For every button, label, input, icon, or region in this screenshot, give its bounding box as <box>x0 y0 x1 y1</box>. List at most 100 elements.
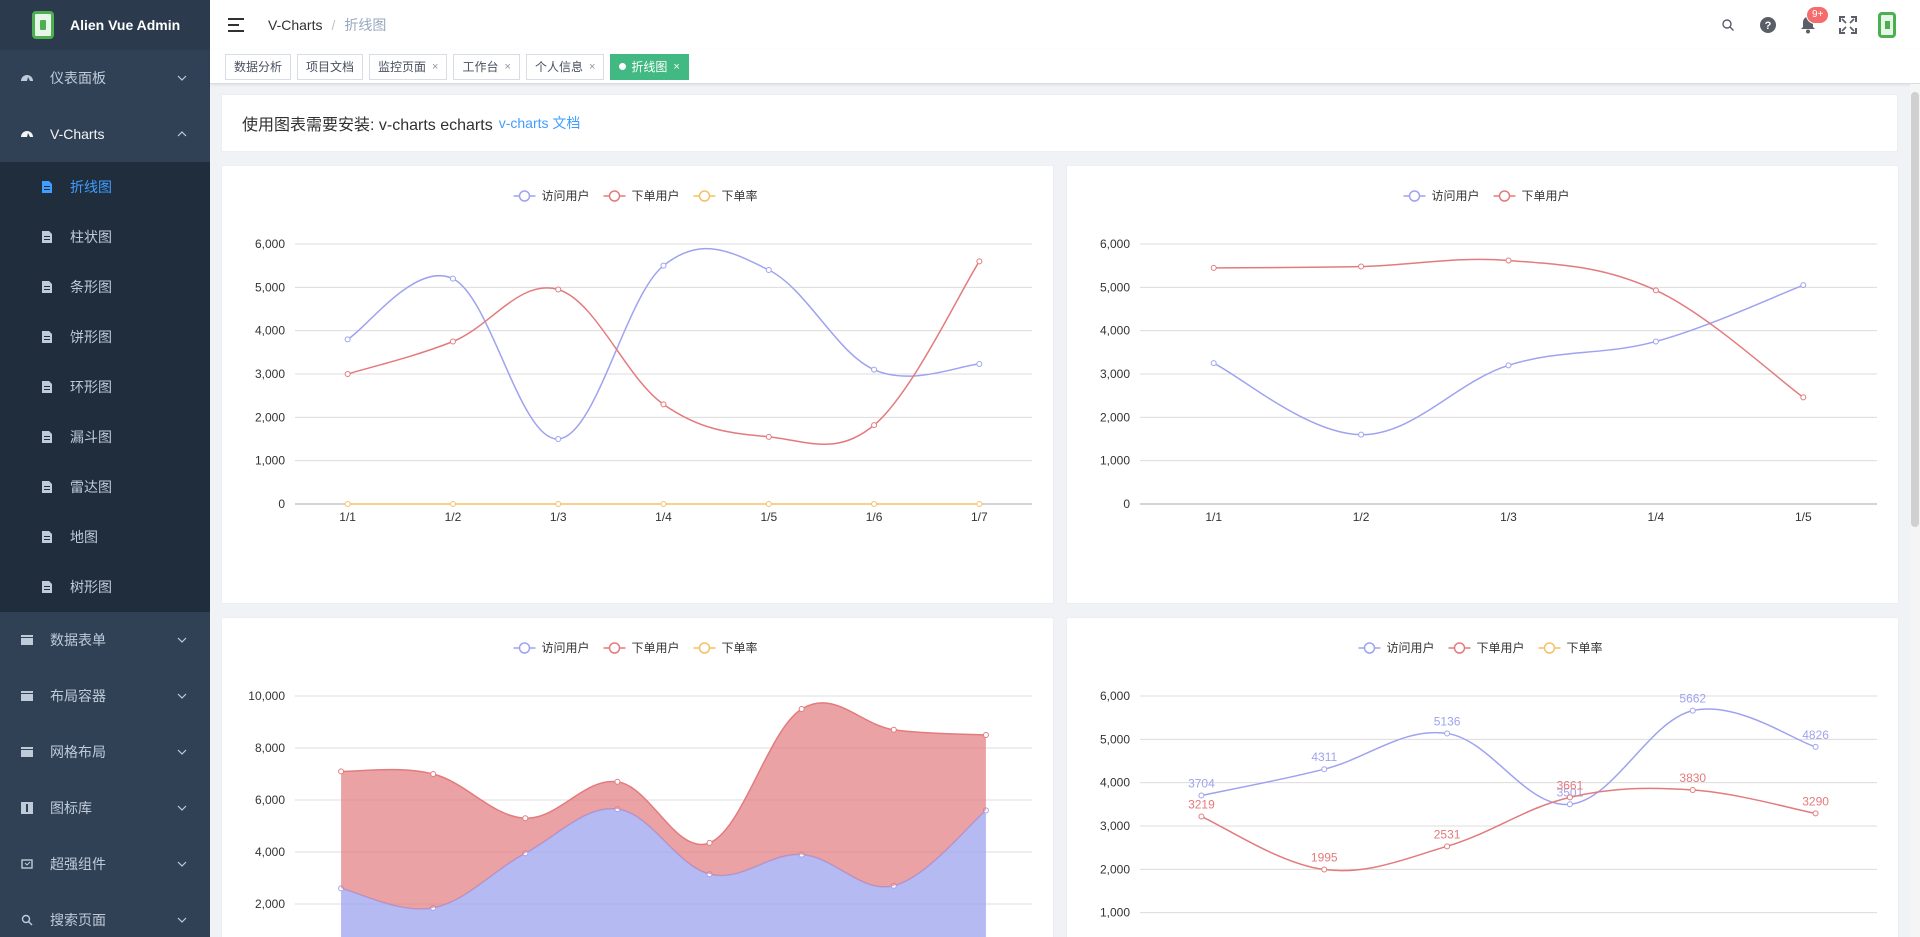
close-icon[interactable]: × <box>504 60 511 73</box>
y-tick-label: 5,000 <box>1100 280 1130 294</box>
sidebar-item-label: 树形图 <box>70 579 112 595</box>
sidebar-item-radar-chart[interactable]: 雷达图 <box>0 462 210 512</box>
data-point <box>1505 257 1512 264</box>
data-point <box>1321 866 1328 873</box>
sidebar-item-map[interactable]: 地图 <box>0 512 210 562</box>
menu-item-icon-library[interactable]: 图标库 <box>0 780 210 836</box>
chevron-down-icon <box>177 637 187 643</box>
data-point <box>1800 282 1807 289</box>
tag-item[interactable]: 数据分析 <box>225 53 292 80</box>
sidebar-item-line-chart[interactable]: 折线图 <box>0 162 210 212</box>
hamburger-icon[interactable] <box>228 17 244 33</box>
data-point <box>1652 338 1659 345</box>
tag-item-active[interactable]: 折线图 × <box>610 53 689 80</box>
data-point <box>522 815 529 822</box>
document-icon <box>40 480 54 494</box>
menu-item-data-form[interactable]: 数据表单 <box>0 612 210 668</box>
chevron-down-icon <box>177 805 187 811</box>
legend-marker-dot <box>608 190 621 202</box>
data-point <box>1566 801 1573 808</box>
help-icon[interactable]: ? <box>1758 15 1778 35</box>
header-actions: ? 9+ <box>1718 0 1896 50</box>
data-label: 3219 <box>1188 798 1215 812</box>
menu-item-vcharts[interactable]: V-Charts <box>0 106 210 162</box>
fullscreen-icon[interactable] <box>1838 15 1858 35</box>
menu-item-super-components[interactable]: 超强组件 <box>0 836 210 892</box>
menu-item-search-page[interactable]: 搜索页面 <box>0 892 210 937</box>
tag-item[interactable]: 监控页面 × <box>369 53 448 80</box>
data-point <box>765 267 772 273</box>
sidebar: Alien Vue Admin 仪表面板 V-Charts 折线图 柱状图 条形… <box>0 0 210 937</box>
bell-icon[interactable]: 9+ <box>1798 6 1830 35</box>
data-point <box>871 422 878 429</box>
chevron-down-icon <box>177 749 187 755</box>
logo[interactable]: Alien Vue Admin <box>0 0 210 50</box>
avatar[interactable] <box>1878 12 1896 38</box>
data-point <box>555 500 562 507</box>
legend-label: 下单用户 <box>1477 640 1525 655</box>
data-label: 2531 <box>1434 827 1461 841</box>
y-tick-label: 6,000 <box>255 793 285 807</box>
tag-item[interactable]: 工作台 × <box>453 53 520 80</box>
area-fill <box>341 808 986 937</box>
page-scrollbar[interactable] <box>1910 84 1920 937</box>
sidebar-item-ring-chart[interactable]: 环形图 <box>0 362 210 412</box>
y-tick-label: 3,000 <box>1100 819 1130 833</box>
series-line <box>341 702 986 846</box>
scrollbar-thumb[interactable] <box>1911 92 1919 527</box>
chevron-up-icon <box>177 131 187 137</box>
close-icon[interactable]: × <box>432 60 439 73</box>
data-point <box>1444 843 1451 850</box>
sidebar-item-pie-chart[interactable]: 饼形图 <box>0 312 210 362</box>
close-icon[interactable]: × <box>673 60 680 73</box>
y-tick-label: 5,000 <box>1100 732 1130 746</box>
data-point <box>344 336 351 343</box>
data-point <box>555 436 562 442</box>
sidebar-item-tree-chart[interactable]: 树形图 <box>0 562 210 612</box>
legend-label: 访问用户 <box>542 188 590 203</box>
menu-item-grid-layout[interactable]: 网格布局 <box>0 724 210 780</box>
y-tick-label: 0 <box>278 497 285 511</box>
tag-item[interactable]: 项目文档 <box>297 53 364 80</box>
x-tick-label: 1/5 <box>760 510 777 524</box>
series-line <box>1201 787 1816 872</box>
legend-label: 下单用户 <box>632 640 680 655</box>
folder-icon <box>20 689 34 703</box>
close-icon[interactable]: × <box>588 60 596 73</box>
breadcrumb-item[interactable]: V-Charts <box>268 17 323 33</box>
data-point <box>1198 813 1205 820</box>
y-tick-label: 1,000 <box>1100 906 1130 920</box>
legend-marker-dot <box>1408 190 1421 202</box>
sidebar-item-bar-chart[interactable]: 柱状图 <box>0 212 210 262</box>
legend-label: 下单率 <box>1567 640 1603 655</box>
x-tick-label: 1/4 <box>655 510 672 524</box>
tag-item[interactable]: 个人信息 × <box>525 53 605 80</box>
chevron-down-icon <box>177 693 187 699</box>
folder-icon <box>20 633 34 647</box>
data-point <box>614 778 621 785</box>
menu-item-dashboard[interactable]: 仪表面板 <box>0 50 210 106</box>
data-label: 3704 <box>1188 776 1215 790</box>
y-tick-label: 8,000 <box>255 741 285 755</box>
chevron-down-icon <box>177 75 187 81</box>
docs-link[interactable]: v-charts 文档 <box>498 115 581 131</box>
data-point <box>1505 362 1512 369</box>
data-point <box>871 366 878 373</box>
sidebar-item-funnel-chart[interactable]: 漏斗图 <box>0 412 210 462</box>
dashboard-icon <box>20 71 34 85</box>
x-tick-label: 1/2 <box>1353 510 1370 524</box>
sidebar-item-histogram[interactable]: 条形图 <box>0 262 210 312</box>
data-label: 5136 <box>1434 714 1461 728</box>
data-point <box>1800 394 1807 401</box>
search-icon[interactable] <box>1718 15 1738 35</box>
tag-label: 工作台 <box>462 60 499 74</box>
x-tick-label: 1/5 <box>1795 510 1812 524</box>
series-line <box>1213 284 1804 436</box>
data-point <box>765 500 772 507</box>
legend-label: 访问用户 <box>1387 640 1435 655</box>
menu-item-layout-container[interactable]: 布局容器 <box>0 668 210 724</box>
navbar: V-Charts / 折线图 ? 9+ <box>210 0 1920 50</box>
tag-label: 个人信息 <box>534 60 583 74</box>
data-label: 5662 <box>1679 692 1706 706</box>
y-tick-label: 10,000 <box>248 689 285 703</box>
